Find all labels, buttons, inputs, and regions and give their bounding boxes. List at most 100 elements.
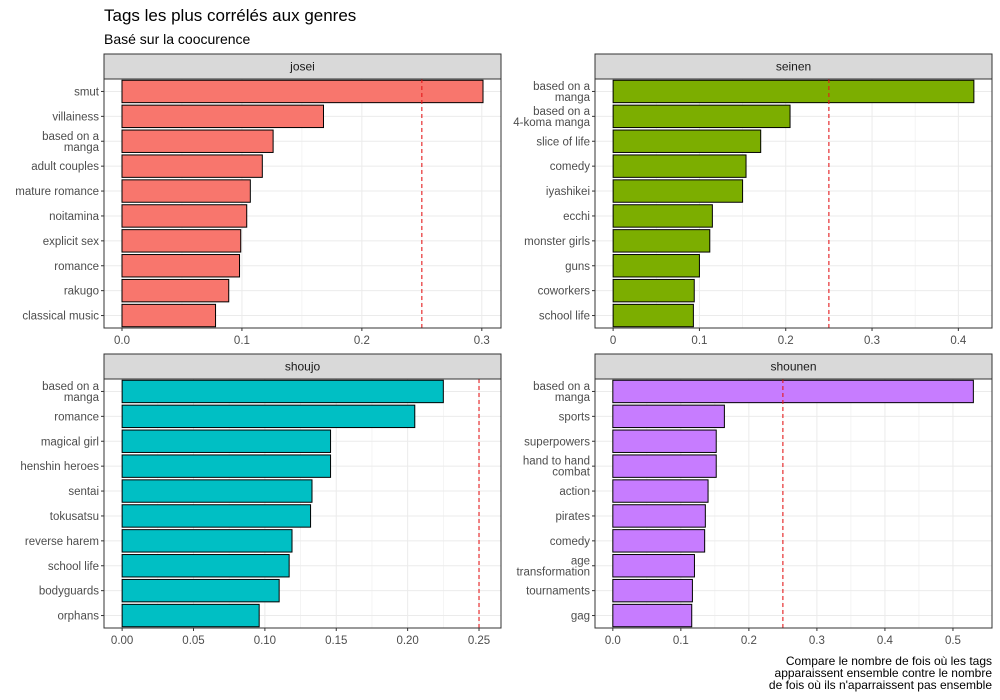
y-tick-label-shoujo-10: orphans — [57, 611, 99, 623]
x-tick-label-josei-1: 0.0 — [114, 335, 130, 347]
bar-seinen-4 — [612, 154, 747, 178]
x-tick-label-josei-4: 0.3 — [474, 335, 490, 347]
bar-shounen-3 — [612, 429, 717, 453]
chart-caption: Compare le nombre de fois où les tags ap… — [768, 654, 992, 692]
bar-shounen-4 — [612, 454, 717, 478]
y-tick-label-shoujo-7: reverse harem — [25, 536, 99, 548]
bar-josei-7 — [121, 229, 242, 253]
panel-border-seinen — [594, 78, 993, 329]
bar-shounen-8 — [612, 554, 695, 578]
y-tick-label-shounen-8: age transformation — [516, 555, 590, 578]
y-tick-label-shoujo-1: based on a manga — [42, 381, 100, 404]
bar-seinen-6 — [612, 204, 713, 228]
y-tick-label-shounen-6: pirates — [555, 511, 590, 523]
x-tick-label-seinen-2: 0.1 — [691, 335, 707, 347]
bar-josei-8 — [121, 254, 241, 278]
x-tick-label-seinen-4: 0.3 — [864, 335, 880, 347]
y-tick-label-seinen-6: ecchi — [563, 211, 590, 223]
x-tick-label-shounen-6: 0.5 — [945, 635, 961, 647]
x-tick-label-shounen-4: 0.3 — [809, 635, 825, 647]
y-tick-label-josei-10: classical music — [22, 311, 99, 323]
bar-shounen-1 — [612, 379, 974, 404]
bar-shoujo-8 — [121, 554, 290, 578]
y-tick-label-seinen-1: based on a manga — [533, 81, 591, 104]
bar-shounen-7 — [612, 529, 706, 553]
y-tick-label-shoujo-9: bodyguards — [39, 586, 99, 598]
y-tick-label-seinen-8: guns — [565, 261, 590, 273]
bar-shounen-5 — [612, 479, 709, 503]
bar-shounen-9 — [612, 578, 693, 603]
bar-josei-4 — [121, 154, 263, 178]
facet-strip-label-seinen: seinen — [776, 60, 811, 74]
y-tick-label-josei-6: noitamina — [49, 211, 99, 223]
y-tick-label-shounen-3: superpowers — [524, 436, 590, 448]
y-tick-label-shoujo-3: magical girl — [41, 436, 99, 448]
y-tick-label-seinen-10: school life — [539, 311, 590, 323]
y-tick-label-shoujo-8: school life — [48, 561, 99, 573]
bar-shoujo-1 — [121, 379, 444, 404]
bar-seinen-3 — [612, 129, 762, 153]
y-tick-label-seinen-5: iyashikei — [546, 186, 590, 198]
y-tick-label-josei-4: adult couples — [31, 161, 99, 173]
x-tick-label-shoujo-6: 0.25 — [468, 635, 490, 647]
x-tick-label-shoujo-1: 0.00 — [111, 635, 133, 647]
bar-seinen-5 — [612, 179, 744, 203]
y-tick-label-shounen-10: gag — [571, 611, 590, 623]
bar-shoujo-5 — [121, 479, 313, 503]
bar-seinen-10 — [612, 303, 694, 328]
bar-josei-10 — [121, 303, 217, 328]
y-tick-label-shoujo-4: henshin heroes — [20, 461, 99, 473]
y-tick-label-josei-8: romance — [54, 261, 99, 273]
y-tick-label-shounen-9: tournaments — [526, 586, 590, 598]
bar-shoujo-2 — [121, 404, 416, 429]
facet-strip-shounen — [594, 353, 993, 380]
x-tick-label-shounen-2: 0.1 — [673, 635, 689, 647]
panel-border-shoujo — [103, 378, 502, 629]
bar-seinen-9 — [612, 278, 695, 303]
bar-shoujo-6 — [121, 504, 312, 528]
y-tick-label-shoujo-2: romance — [54, 411, 99, 423]
x-tick-label-shoujo-2: 0.05 — [182, 635, 204, 647]
y-tick-label-seinen-7: monster girls — [524, 236, 590, 248]
facet-strip-label-shoujo: shoujo — [285, 360, 321, 374]
bar-shoujo-4 — [121, 454, 332, 478]
y-tick-label-josei-1: smut — [74, 86, 100, 98]
y-tick-label-josei-7: explicit sex — [43, 236, 99, 248]
x-tick-label-josei-3: 0.2 — [354, 335, 370, 347]
bar-josei-3 — [121, 129, 274, 153]
y-tick-label-shounen-2: sports — [559, 411, 591, 423]
bar-shoujo-3 — [121, 429, 332, 453]
x-tick-label-josei-2: 0.1 — [234, 335, 250, 347]
y-tick-label-shounen-4: hand to hand combat — [523, 456, 591, 479]
y-tick-label-shounen-1: based on a manga — [533, 381, 591, 404]
y-tick-label-seinen-4: comedy — [550, 161, 591, 173]
bar-seinen-2 — [612, 104, 791, 129]
y-tick-label-seinen-9: coworkers — [538, 286, 591, 298]
bar-shoujo-9 — [121, 578, 280, 603]
chart-subtitle: Basé sur la coocurence — [104, 31, 251, 47]
bar-seinen-8 — [612, 254, 700, 278]
y-tick-label-seinen-3: slice of life — [536, 136, 590, 148]
x-tick-label-seinen-1: 0 — [610, 335, 616, 347]
bar-josei-2 — [121, 104, 324, 129]
bar-seinen-7 — [612, 229, 711, 253]
panel-border-shounen — [594, 378, 993, 629]
x-tick-label-shoujo-4: 0.15 — [325, 635, 347, 647]
y-tick-label-josei-3: based on a manga — [42, 131, 100, 154]
y-tick-label-josei-2: villainess — [52, 111, 99, 123]
bar-josei-9 — [121, 278, 230, 303]
x-tick-label-shoujo-5: 0.20 — [396, 635, 418, 647]
y-tick-label-shoujo-5: sentai — [68, 486, 99, 498]
y-tick-label-shounen-7: comedy — [550, 536, 591, 548]
bar-shounen-6 — [612, 504, 706, 528]
facet-strip-josei — [103, 53, 502, 80]
bar-josei-6 — [121, 204, 248, 228]
x-tick-label-seinen-5: 0.4 — [950, 335, 967, 347]
bar-shoujo-10 — [121, 603, 260, 628]
facet-strip-label-shounen: shounen — [770, 360, 816, 374]
panel-border-josei — [103, 78, 502, 329]
chart-title: Tags les plus corrélés aux genres — [104, 6, 357, 25]
facet-strip-shoujo — [103, 353, 502, 380]
facet-strip-seinen — [594, 53, 993, 80]
